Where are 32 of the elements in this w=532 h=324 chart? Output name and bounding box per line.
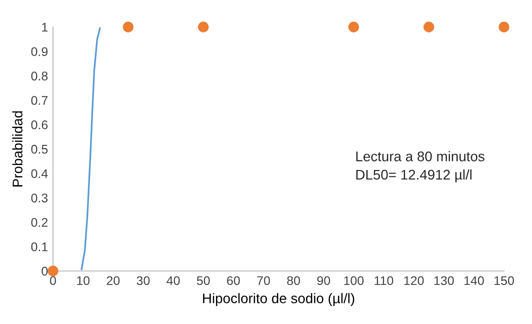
x-tick-label: 50 [196, 276, 210, 286]
y-tick-label: 0.7 [31, 96, 48, 105]
x-tick-label: 70 [257, 276, 270, 286]
x-tick-label: 130 [434, 276, 454, 286]
x-axis-title: Hipoclorito de sodio (µl/l) [203, 293, 354, 306]
x-tick-label: 120 [404, 276, 424, 286]
x-tick-label: 30 [136, 276, 150, 286]
y-tick-label: 0.2 [31, 218, 48, 227]
annotation: DL50= 12.4912 µl/l [356, 169, 472, 182]
y-tick-label: 0.4 [31, 169, 48, 178]
y-tick-label: 0.8 [31, 72, 48, 80]
y-tick-label: 0.9 [31, 47, 48, 56]
x-tick-label: 90 [317, 276, 330, 286]
annotation: Lectura a 80 minutos [356, 151, 484, 162]
line-series [80, 27, 101, 270]
y-tick-label: 0.6 [31, 120, 48, 130]
x-tick-label: 0 [50, 276, 56, 286]
x-tick-label: 20 [106, 276, 120, 286]
y-tick-label: 0.5 [31, 144, 48, 154]
x-tick-label: 60 [227, 276, 240, 286]
y-tick-label: 0.3 [31, 194, 48, 202]
x-tick-label: 150 [494, 276, 514, 286]
x-tick-label: 140 [464, 276, 484, 286]
x-tick-label: 80 [287, 276, 300, 286]
x-tick-label: 40 [166, 276, 180, 286]
y-tick-label: 0 [42, 266, 48, 276]
y-axis-title: Probabilidad [12, 111, 22, 186]
y-tick-label: 0.1 [31, 242, 48, 252]
x-tick-label: 110 [374, 276, 394, 286]
x-tick-label: 10 [77, 276, 90, 286]
x-tick-label: 100 [344, 276, 364, 286]
y-tick-label: 1 [42, 22, 48, 32]
